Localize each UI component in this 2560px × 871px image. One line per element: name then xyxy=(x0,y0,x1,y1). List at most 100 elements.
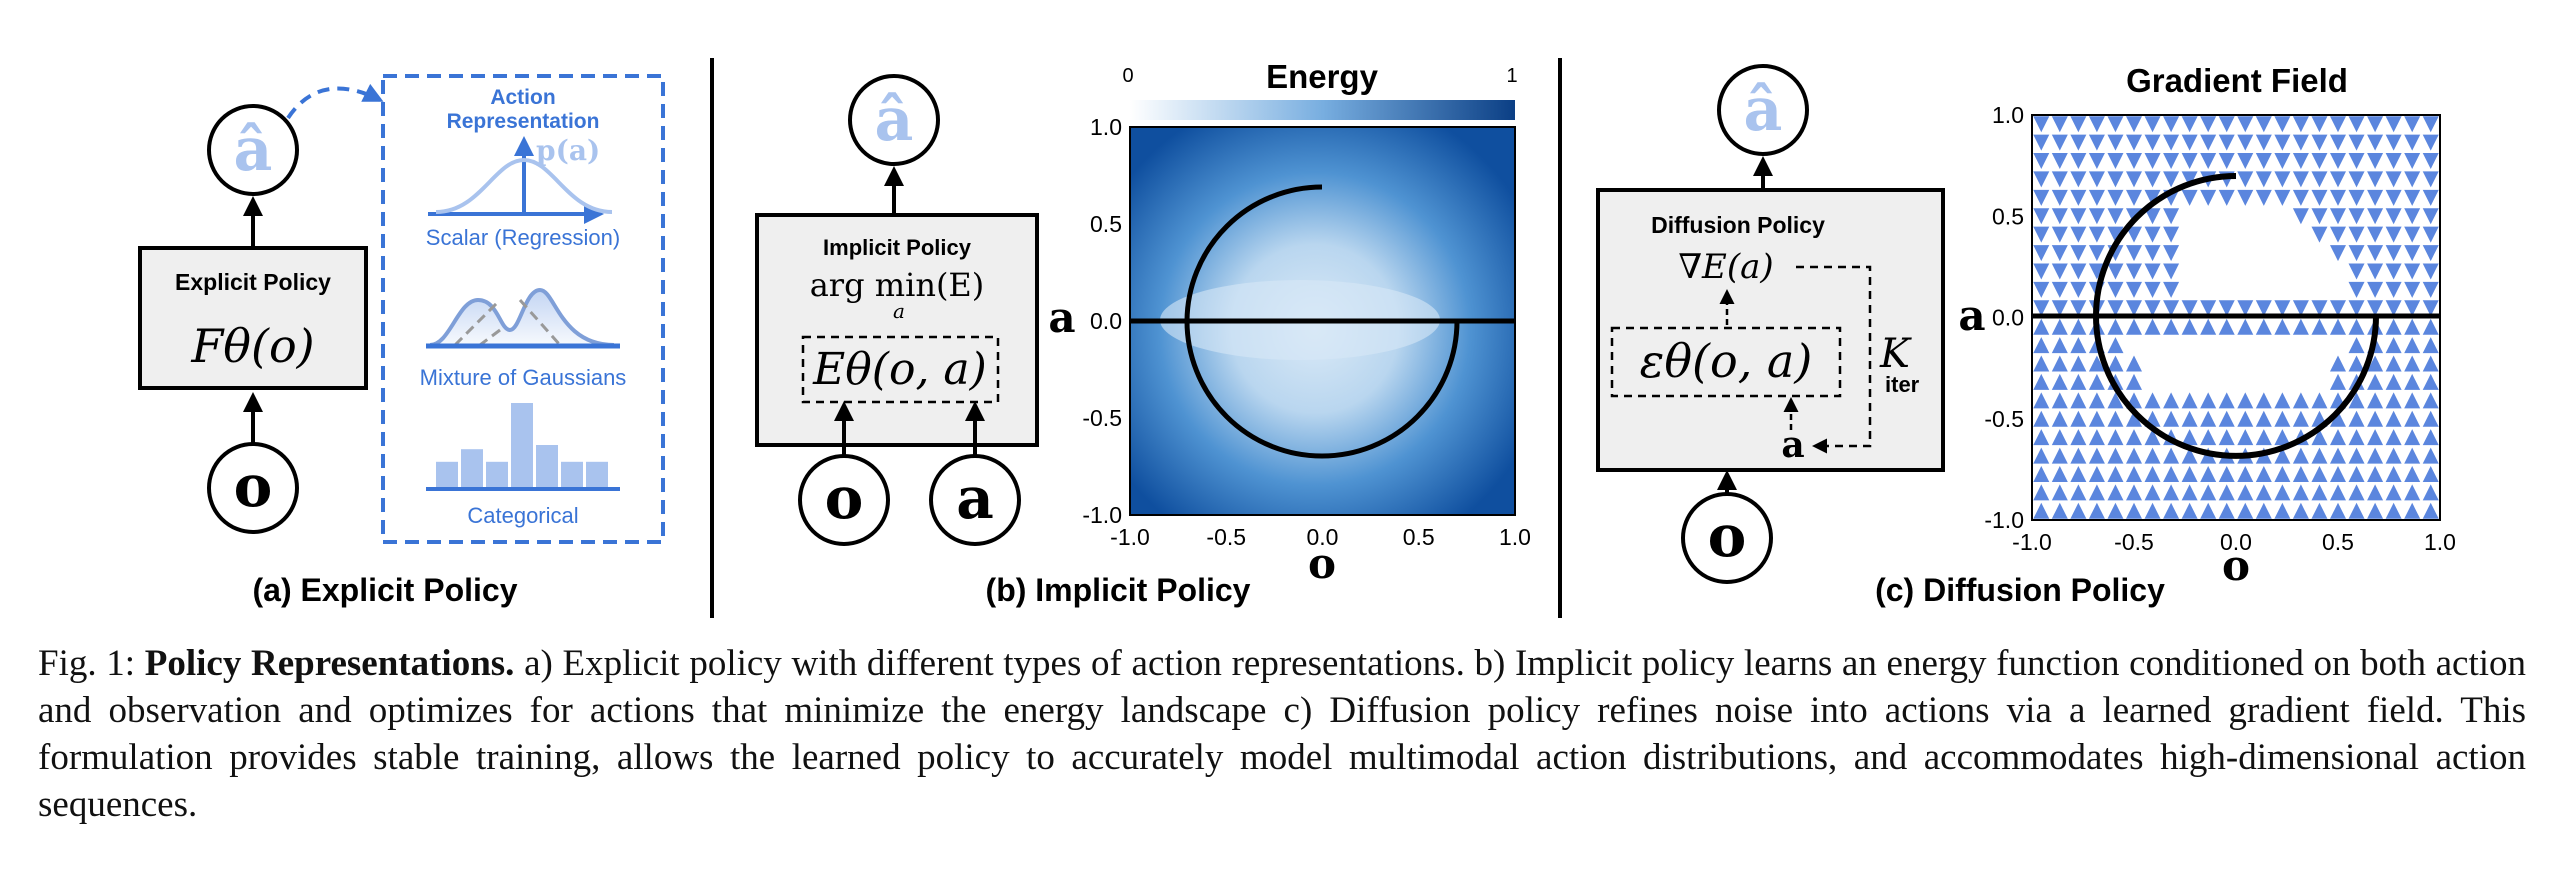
gradient-arrow-icon xyxy=(2422,116,2439,133)
gradient-arrow-icon xyxy=(2107,392,2124,409)
gradient-arrow-icon xyxy=(2218,134,2235,151)
gradient-arrow-icon xyxy=(2255,134,2272,151)
gradient-arrow-icon xyxy=(2051,263,2068,280)
gradient-arrow-icon xyxy=(2367,355,2384,372)
x-tick-label: -1.0 xyxy=(2012,529,2052,555)
gradient-arrow-icon xyxy=(2385,337,2402,354)
gradient-arrow-icon xyxy=(2051,337,2068,354)
gradient-arrow-icon xyxy=(2385,502,2402,519)
gradient-arrow-icon xyxy=(2126,226,2142,243)
gradient-arrow-icon xyxy=(2348,189,2365,206)
categorical-bar xyxy=(436,461,458,487)
gradient-arrow-icon xyxy=(2385,447,2402,464)
gradient-arrow-icon xyxy=(2070,134,2087,151)
explicit-policy-formula: Fθ(o) xyxy=(190,319,314,373)
gradient-arrow-icon xyxy=(2070,318,2087,335)
gradient-arrow-icon xyxy=(2181,392,2198,409)
gradient-arrow-icon xyxy=(2051,410,2068,427)
gradient-arrow-icon xyxy=(2311,116,2328,133)
gradient-arrow-icon xyxy=(2311,392,2328,409)
gradient-arrow-icon xyxy=(2070,337,2087,354)
gradient-arrow-icon xyxy=(2107,208,2124,225)
gradient-arrow-icon xyxy=(2311,208,2328,225)
gradient-arrow-icon xyxy=(2311,153,2328,170)
gradient-arrow-icon xyxy=(2107,355,2124,372)
gradient-arrow-icon xyxy=(2181,134,2198,151)
gradient-arrow-icon xyxy=(2163,410,2180,427)
gradient-arrow-icon xyxy=(2274,153,2291,170)
gradient-arrow-icon xyxy=(2070,226,2087,243)
gradient-arrow-icon xyxy=(2274,392,2291,409)
gradient-arrow-icon xyxy=(2348,263,2365,280)
gradient-arrow-icon xyxy=(2385,171,2402,188)
gradient-arrow-icon xyxy=(2144,153,2161,170)
gradient-arrow-icon xyxy=(2311,318,2328,335)
input-node-o xyxy=(798,454,890,546)
gradient-arrow-icon xyxy=(2107,171,2124,188)
gradient-arrow-icon xyxy=(2051,392,2068,409)
energy-function-formula: Eθ(o, a) xyxy=(812,344,987,395)
gradient-arrow-icon xyxy=(2404,355,2421,372)
gradient-arrow-icon xyxy=(2107,447,2124,464)
rep-label-categorical: Categorical xyxy=(467,503,578,528)
gradient-arrow-icon xyxy=(2292,116,2309,133)
gradient-arrow-icon xyxy=(2218,300,2235,317)
gradient-arrow-icon xyxy=(2385,189,2402,206)
gradient-arrow-icon xyxy=(2144,318,2161,335)
gradient-arrow-icon xyxy=(2070,392,2087,409)
gradient-arrow-icon xyxy=(2422,484,2439,501)
gradient-arrow-icon xyxy=(2255,171,2272,188)
gradient-arrow-icon xyxy=(2311,171,2328,188)
gradient-arrow-icon xyxy=(2107,502,2124,519)
gradient-arrow-icon xyxy=(2126,318,2142,335)
gradient-arrow-icon xyxy=(2385,208,2402,225)
colorbar-max-label: 1 xyxy=(1506,65,1517,87)
gradient-arrow-icon xyxy=(2255,484,2272,501)
figure-policy-representations: â Explicit Policy Fθ(o) o Action Represe… xyxy=(138,58,2456,618)
explicit-policy-box xyxy=(138,246,368,390)
output-node-label: â xyxy=(1744,75,1783,145)
panel-a-explicit-policy: â Explicit Policy Fθ(o) o Action Represe… xyxy=(138,74,665,608)
gradient-arrow-icon xyxy=(2088,465,2105,482)
gradient-arrow-icon xyxy=(2033,447,2050,464)
gradient-arrow-icon xyxy=(2404,281,2421,298)
gradient-arrow-icon xyxy=(2088,355,2105,372)
x-tick-label: 1.0 xyxy=(2424,529,2456,555)
gradient-arrow-icon xyxy=(2107,189,2124,206)
gradient-arrow-icon xyxy=(2404,171,2421,188)
gradient-arrow-icon xyxy=(2237,429,2254,446)
gradient-arrow-icon xyxy=(2330,189,2346,206)
input-node-label: o xyxy=(1708,502,1747,570)
input-node-o xyxy=(1681,492,1773,584)
gradient-arrow-icon xyxy=(2107,226,2124,243)
gradient-arrow-icon xyxy=(2218,484,2235,501)
gradient-arrow-icon xyxy=(2422,134,2439,151)
gradient-arrow-icon xyxy=(2348,153,2365,170)
gradient-arrow-icon xyxy=(2367,410,2384,427)
gradient-arrow-icon xyxy=(2385,134,2402,151)
gradient-arrow-icon xyxy=(2367,134,2384,151)
gradient-arrow-icon xyxy=(2292,484,2309,501)
gradient-arrow-icon xyxy=(2144,429,2161,446)
gradient-arrow-icon xyxy=(2404,263,2421,280)
gradient-arrow-icon xyxy=(2422,245,2439,262)
x-tick-label: 0.5 xyxy=(1403,524,1435,550)
gradient-arrow-icon xyxy=(2422,392,2439,409)
gradient-arrow-icon xyxy=(2348,134,2365,151)
gradient-arrow-icon xyxy=(2033,300,2050,317)
gradient-arrow-icon xyxy=(2422,465,2439,482)
gradient-arrow-icon xyxy=(2088,116,2105,133)
gradient-arrow-icon xyxy=(2292,300,2309,317)
gradient-arrow-icon xyxy=(2107,300,2124,317)
gradient-formula: ∇E(a) xyxy=(1678,247,1773,287)
y-tick-label: -0.5 xyxy=(1082,405,1122,431)
gradient-arrow-icon xyxy=(2422,373,2439,390)
categorical-bar xyxy=(511,403,533,487)
gradient-arrow-icon xyxy=(2404,208,2421,225)
gradient-arrow-icon xyxy=(2107,116,2124,133)
gradient-arrow-icon xyxy=(2126,373,2142,390)
gradient-arrow-icon xyxy=(2126,189,2142,206)
gradient-arrow-icon xyxy=(2274,134,2291,151)
dashed-curve-arrow-icon xyxy=(286,83,384,120)
gradient-arrow-icon xyxy=(2088,226,2105,243)
